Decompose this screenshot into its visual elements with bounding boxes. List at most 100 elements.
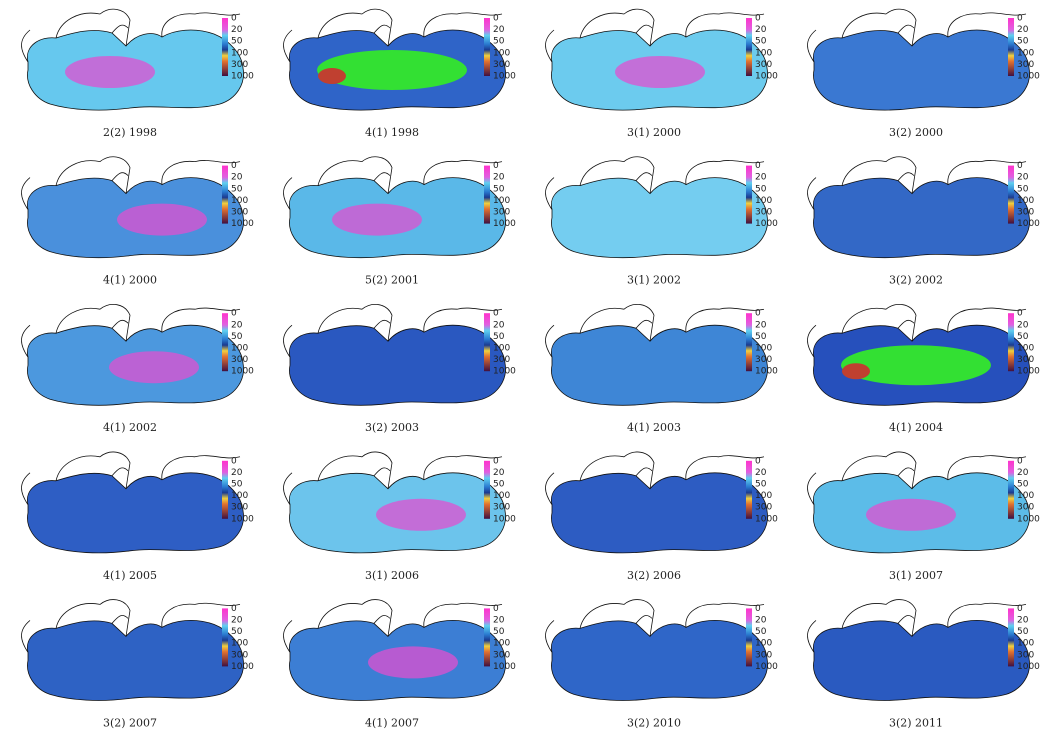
colorbar-gradient [222,18,228,76]
panel-label: 4(1) 2002 [103,421,157,434]
map-panel: 0205010030010003(2) 2002 [808,157,1041,287]
colorbar-label: 0 [755,14,761,24]
colorbar-label: 1000 [231,72,254,82]
colorbar-label: 1000 [231,367,254,377]
map-grid: 0205010030010002(2) 19980205010030010004… [0,0,1049,738]
colorbar-label: 300 [755,208,772,218]
sea [813,30,1029,110]
colorbar-label: 1000 [231,514,254,524]
colorbar-gradient [746,166,752,224]
colorbar-label: 1000 [231,219,254,229]
colorbar-gradient [222,166,228,224]
colorbar-label: 100 [493,196,510,206]
sea [27,473,243,553]
colorbar-label: 100 [755,344,772,354]
colorbar-label: 20 [493,320,505,330]
sea [27,620,243,700]
colorbar-label: 50 [755,184,767,194]
sea [551,178,767,258]
colorbar-label: 20 [755,468,767,478]
colorbar-gradient [746,18,752,76]
colorbar-label: 100 [231,344,248,354]
colorbar-label: 20 [493,25,505,35]
map-panel: 0205010030010003(2) 2000 [808,9,1041,139]
colorbar: 020501003001000 [746,456,778,524]
panel-label: 3(2) 2007 [103,716,157,729]
colorbar-label: 0 [493,161,499,171]
panel-label: 4(1) 2004 [889,421,943,434]
colorbar-label: 50 [1017,480,1029,490]
colorbar-label: 50 [755,37,767,47]
colorbar-label: 300 [231,503,248,513]
colorbar-label: 100 [755,196,772,206]
colorbar-label: 20 [1017,616,1029,626]
patch [866,499,956,531]
patch [615,56,705,88]
colorbar-gradient [746,461,752,519]
colorbar-label: 0 [755,309,761,319]
patch [376,499,466,531]
colorbar-label: 300 [493,503,510,513]
panel-label: 3(2) 2010 [627,716,681,729]
colorbar-label: 50 [493,627,505,637]
colorbar: 020501003001000 [222,309,254,377]
map-panel: 0205010030010005(2) 2001 [284,157,517,287]
patch [117,204,207,236]
panel-label: 4(1) 2005 [103,569,157,582]
sea [551,620,767,700]
colorbar-label: 20 [755,25,767,35]
sea [813,178,1029,258]
colorbar-label: 20 [1017,25,1029,35]
panel-label: 3(2) 2003 [365,421,419,434]
colorbar-label: 100 [231,491,248,501]
colorbar: 020501003001000 [222,14,254,82]
colorbar-label: 50 [231,37,243,47]
colorbar-label: 100 [493,48,510,58]
colorbar-label: 20 [1017,173,1029,183]
colorbar-label: 0 [493,456,499,466]
panel-label: 4(1) 2003 [627,421,681,434]
map-panel: 0205010030010003(2) 2006 [546,452,779,582]
colorbar-label: 100 [1017,196,1034,206]
colorbar-label: 1000 [231,662,254,672]
colorbar-label: 300 [755,355,772,365]
colorbar-label: 100 [755,48,772,58]
colorbar-label: 50 [755,627,767,637]
colorbar-label: 20 [493,173,505,183]
colorbar-label: 300 [493,650,510,660]
colorbar-label: 50 [493,480,505,490]
colorbar-label: 1000 [755,72,778,82]
colorbar-label: 300 [493,208,510,218]
colorbar-label: 20 [755,616,767,626]
colorbar-label: 300 [1017,355,1034,365]
colorbar-label: 300 [755,650,772,660]
colorbar-gradient [1008,18,1014,76]
colorbar-label: 50 [1017,332,1029,342]
colorbar-label: 100 [1017,491,1034,501]
colorbar-label: 20 [493,468,505,478]
panel-label: 4(1) 2007 [365,716,419,729]
colorbar: 020501003001000 [484,309,516,377]
colorbar-label: 20 [1017,320,1029,330]
panel-label: 4(1) 2000 [103,274,157,287]
colorbar-label: 1000 [493,514,516,524]
patch [65,56,155,88]
patch [332,204,422,236]
colorbar: 020501003001000 [484,456,516,524]
colorbar-label: 100 [755,639,772,649]
colorbar-gradient [484,608,490,666]
colorbar-gradient [484,313,490,371]
colorbar-label: 50 [755,332,767,342]
map-panel: 0205010030010004(1) 1998 [284,9,517,139]
colorbar-label: 300 [231,355,248,365]
colorbar-label: 100 [1017,344,1034,354]
panel-label: 3(1) 2006 [365,569,419,582]
colorbar-label: 100 [1017,48,1034,58]
